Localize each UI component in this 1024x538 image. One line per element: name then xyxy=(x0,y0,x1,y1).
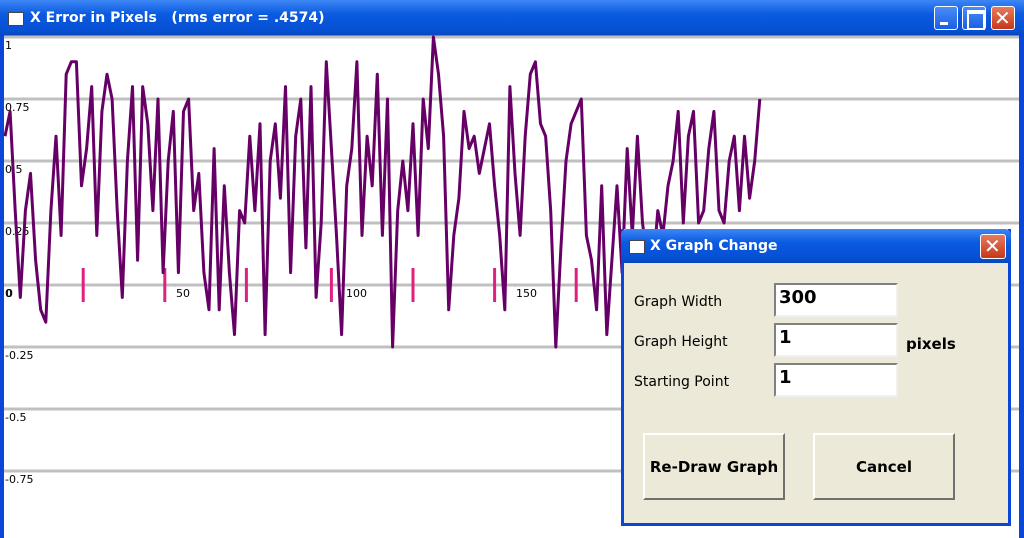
y-tick-label: -0.25 xyxy=(5,349,33,362)
x-tick-label: 50 xyxy=(176,287,190,300)
y-tick-label: -0.75 xyxy=(5,473,33,486)
field-label: Starting Point xyxy=(634,374,730,390)
text-input[interactable]: 300 xyxy=(774,283,898,317)
close-button[interactable]: ✕ xyxy=(991,6,1015,30)
window-icon xyxy=(8,12,24,26)
text-input[interactable]: 1 xyxy=(774,363,898,397)
maximize-button[interactable] xyxy=(962,6,986,30)
minimize-button[interactable] xyxy=(934,6,958,30)
x-tick-label: 100 xyxy=(346,287,367,300)
y-tick-label: 1 xyxy=(5,39,12,52)
x-tick-label: 0 xyxy=(6,287,13,300)
field-label: Graph Width xyxy=(634,294,723,310)
dialog-title-bar: X Graph Change xyxy=(621,229,1011,263)
text-input[interactable]: 1 xyxy=(774,323,898,357)
dialog-icon xyxy=(629,240,645,254)
y-tick-label: 0 xyxy=(5,287,12,300)
data-line xyxy=(3,35,762,349)
cancel-button[interactable]: Cancel xyxy=(813,433,955,500)
redraw-button[interactable]: Re-Draw Graph xyxy=(643,433,785,500)
dialog-close-button[interactable]: ✕ xyxy=(980,234,1006,259)
title-bar: X Error in Pixels (rms error = .4574) ✕ xyxy=(0,0,1024,36)
dialog-title: X Graph Change xyxy=(650,238,778,254)
client-area xyxy=(0,36,1024,538)
x-tick-label: 150 xyxy=(516,287,537,300)
field-label: Graph Height xyxy=(634,334,728,350)
window-title: X Error in Pixels (rms error = .4574) xyxy=(30,10,325,26)
unit-label: pixels xyxy=(906,335,956,353)
y-tick-label: -0.5 xyxy=(5,411,26,424)
